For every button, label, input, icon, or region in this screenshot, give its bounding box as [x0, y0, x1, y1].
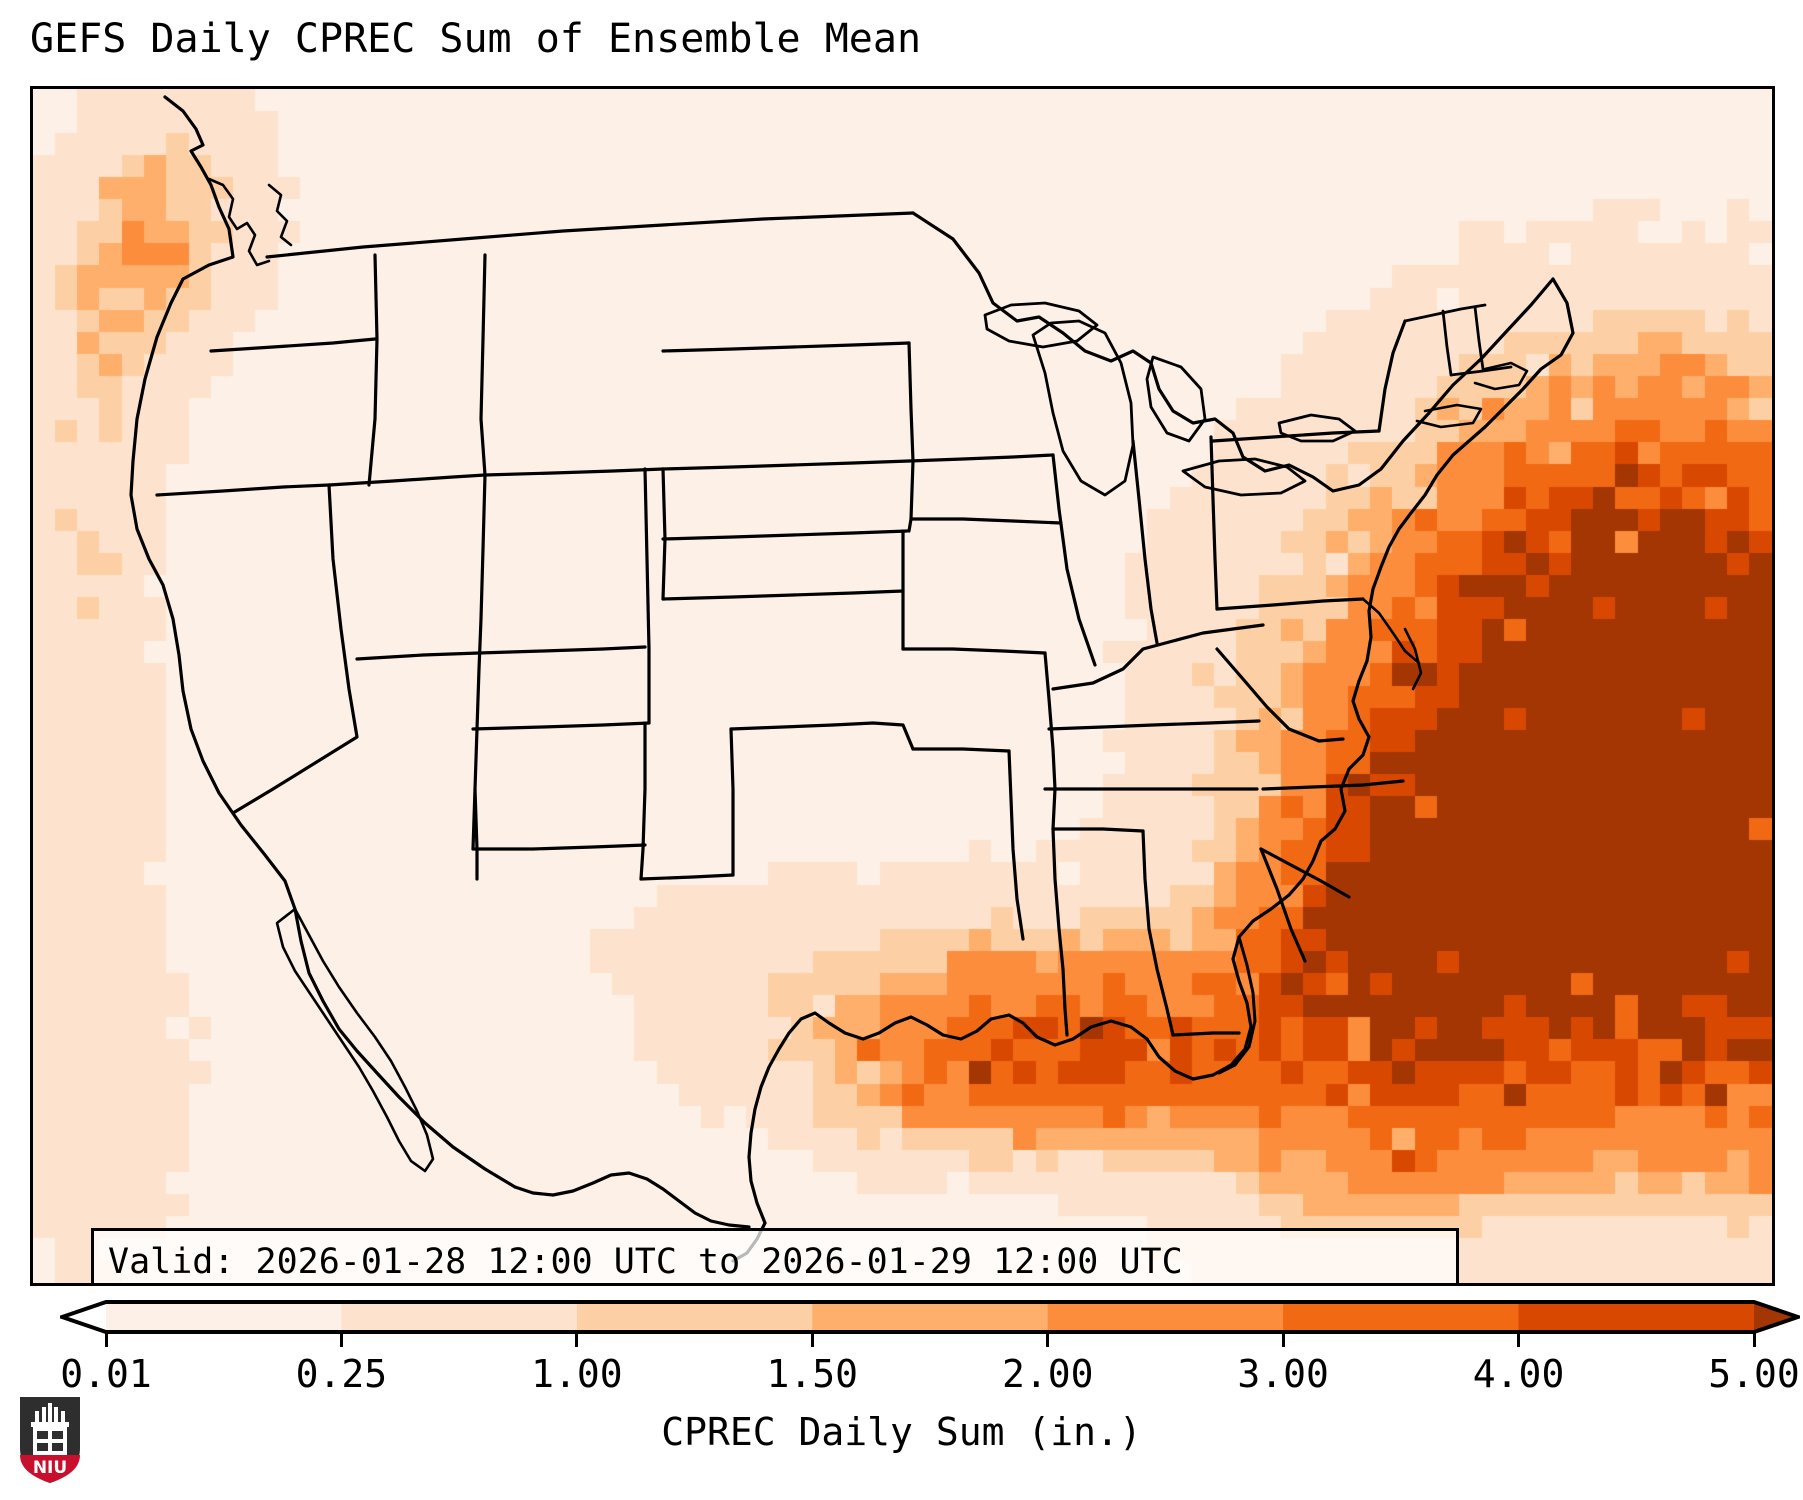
colorbar-ticks	[60, 1330, 1800, 1350]
colorbar-tick	[1281, 1330, 1285, 1347]
niu-logo-text: NIU	[33, 1458, 67, 1478]
colorbar[interactable]	[60, 1300, 1800, 1334]
valid-time-line: Valid: 2026-01-28 12:00 UTC to 2026-01-2…	[108, 1242, 1183, 1282]
colorbar-tick-label: 1.50	[766, 1352, 859, 1396]
colorbar-tick-label: 3.00	[1237, 1352, 1329, 1396]
colorbar-tick	[1517, 1330, 1521, 1347]
colorbar-tick-label: 2.00	[1001, 1352, 1094, 1396]
colorbar-tick	[810, 1330, 814, 1347]
colorbar-tick	[1046, 1330, 1050, 1347]
colorbar-tick	[575, 1330, 579, 1347]
colorbar-tick-label: 1.00	[531, 1352, 623, 1396]
niu-logo: NIU	[20, 1397, 80, 1483]
info-textbox: Valid: 2026-01-28 12:00 UTC to 2026-01-2…	[91, 1228, 1459, 1283]
colorbar-tick-label: 0.25	[295, 1352, 388, 1396]
colorbar-tick	[1752, 1330, 1756, 1347]
colorbar-tick	[339, 1330, 343, 1347]
colorbar-axis-label: CPREC Daily Sum (in.)	[661, 1410, 1142, 1454]
colorbar-swatches	[60, 1300, 1800, 1334]
map-panel[interactable]: Valid: 2026-01-28 12:00 UTC to 2026-01-2…	[30, 86, 1775, 1286]
colorbar-tick-label: 0.01	[60, 1352, 152, 1396]
colorbar-tick	[104, 1330, 108, 1347]
colorbar-tick-labels: 0.01 0.25 1.00 1.50 2.00 3.00 4.00 5.00	[0, 1352, 1803, 1400]
page-title: GEFS Daily CPREC Sum of Ensemble Mean	[30, 16, 922, 62]
colorbar-tick-label: 4.00	[1472, 1352, 1565, 1396]
precipitation-field	[33, 89, 1772, 1283]
colorbar-tick-label: 5.00	[1708, 1352, 1800, 1396]
